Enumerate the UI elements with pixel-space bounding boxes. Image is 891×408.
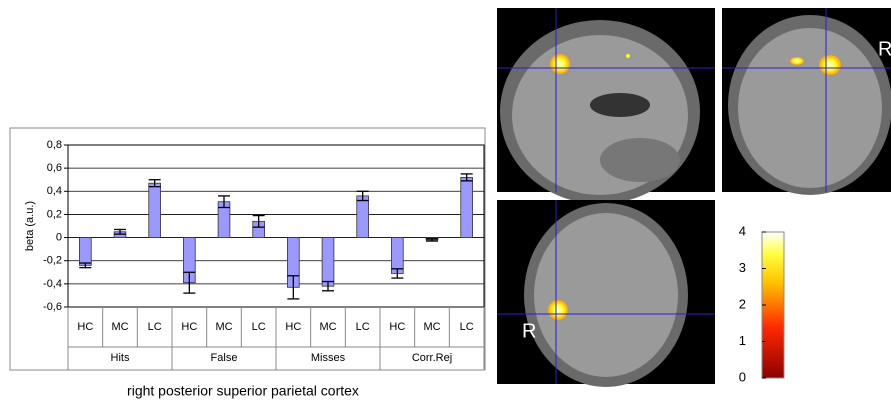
colorbar-tick-label: 0 <box>739 369 746 384</box>
y-tick-label: -0,4 <box>43 278 62 290</box>
bar <box>461 177 473 237</box>
x-tick-label: MC <box>423 321 440 333</box>
y-tick-label: 0 <box>56 231 62 243</box>
image-label: R <box>878 38 891 60</box>
x-tick-label: HC <box>181 321 197 333</box>
y-tick-label: 0,2 <box>47 208 62 220</box>
y-tick-label: 0,8 <box>47 139 62 151</box>
group-label: Misses <box>311 352 346 364</box>
y-tick-label: 0,6 <box>47 162 62 174</box>
group-label: Corr.Rej <box>412 352 452 364</box>
chart-title: right posterior superior parietal cortex <box>127 383 359 399</box>
x-tick-label: MC <box>319 321 336 333</box>
x-tick-label: HC <box>389 321 405 333</box>
bar <box>79 238 91 266</box>
colorbar-tick-label: 2 <box>739 296 746 311</box>
brain-coronal: R <box>722 8 891 195</box>
brain-axial: R <box>497 200 715 387</box>
colorbar-tick-label: 1 <box>739 333 746 348</box>
y-tick-label: -0,6 <box>43 301 62 313</box>
brain-sagittal <box>497 8 715 204</box>
bar <box>322 238 334 287</box>
bar <box>149 183 161 237</box>
y-tick-label: -0,2 <box>43 255 62 267</box>
colorbar-tick-label: 4 <box>739 223 746 238</box>
bar <box>357 196 369 238</box>
x-tick-label: LC <box>460 321 474 333</box>
x-tick-label: HC <box>285 321 301 333</box>
y-axis-label: beta (a.u.) <box>24 201 36 251</box>
x-tick-label: HC <box>77 321 93 333</box>
x-tick-label: LC <box>148 321 162 333</box>
y-tick-label: 0,4 <box>47 185 62 197</box>
colorbar-tick-label: 3 <box>739 260 746 275</box>
x-tick-label: MC <box>215 321 232 333</box>
x-tick-label: MC <box>111 321 128 333</box>
image-label: R <box>522 320 536 342</box>
group-label: Hits <box>111 352 130 364</box>
bar <box>391 238 403 274</box>
figure: beta (a.u.) right posterior superior par… <box>0 0 891 403</box>
x-tick-label: LC <box>252 321 266 333</box>
plot-area <box>68 145 484 307</box>
x-tick-label: LC <box>356 321 370 333</box>
group-label: False <box>211 352 238 364</box>
